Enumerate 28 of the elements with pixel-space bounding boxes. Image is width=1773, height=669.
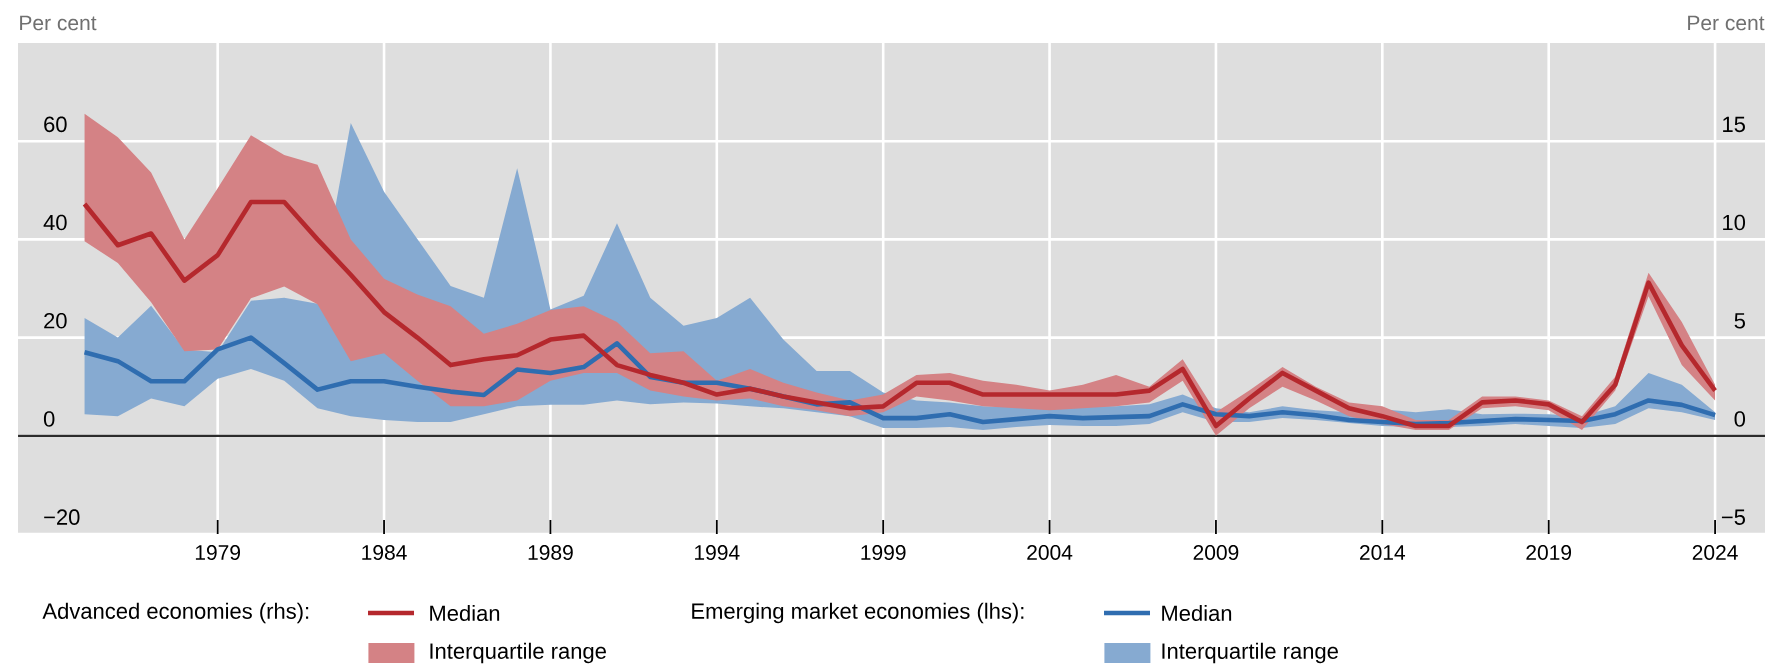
text: Interquartile range	[1162, 642, 1338, 664]
legend-label: Median	[430, 604, 500, 622]
legend-label: Median	[1162, 604, 1232, 622]
y2-tick-label: 15	[1723, 116, 1745, 133]
x-tick-label: 1999	[861, 545, 906, 560]
y2-tick-label: 10	[1723, 214, 1746, 231]
y-tick-label: 0	[43, 411, 55, 427]
y-tick-label: 60	[44, 116, 67, 133]
x-tick-label: 2019	[1526, 545, 1572, 560]
y2-axis-title: Per cent	[1688, 15, 1765, 31]
x-tick-label: 1989	[528, 545, 573, 560]
text: Emerging market economies (lhs):	[692, 602, 1024, 624]
y-axis-title: Per cent	[20, 15, 97, 31]
text: Advanced economies (rhs):	[42, 602, 309, 624]
x-tick-label: 1994	[695, 545, 740, 560]
x-tick-label: 2024	[1692, 545, 1738, 560]
y-tick-label: 20	[44, 312, 67, 329]
y2-tick-label: 0	[1734, 411, 1746, 427]
x-tick-label: 1979	[195, 545, 241, 560]
y-tick-label: −20	[44, 509, 80, 525]
x-tick-label: 2009	[1193, 545, 1239, 560]
y2-tick-label: 5	[1734, 313, 1745, 329]
x-tick-label: 2004	[1027, 545, 1073, 560]
x-tick-label: 2014	[1360, 545, 1406, 560]
text: Interquartile range	[430, 642, 606, 664]
y2-tick-label: −5	[1721, 509, 1745, 525]
y-tick-label: 40	[43, 214, 67, 231]
x-tick-label: 1984	[362, 545, 407, 560]
